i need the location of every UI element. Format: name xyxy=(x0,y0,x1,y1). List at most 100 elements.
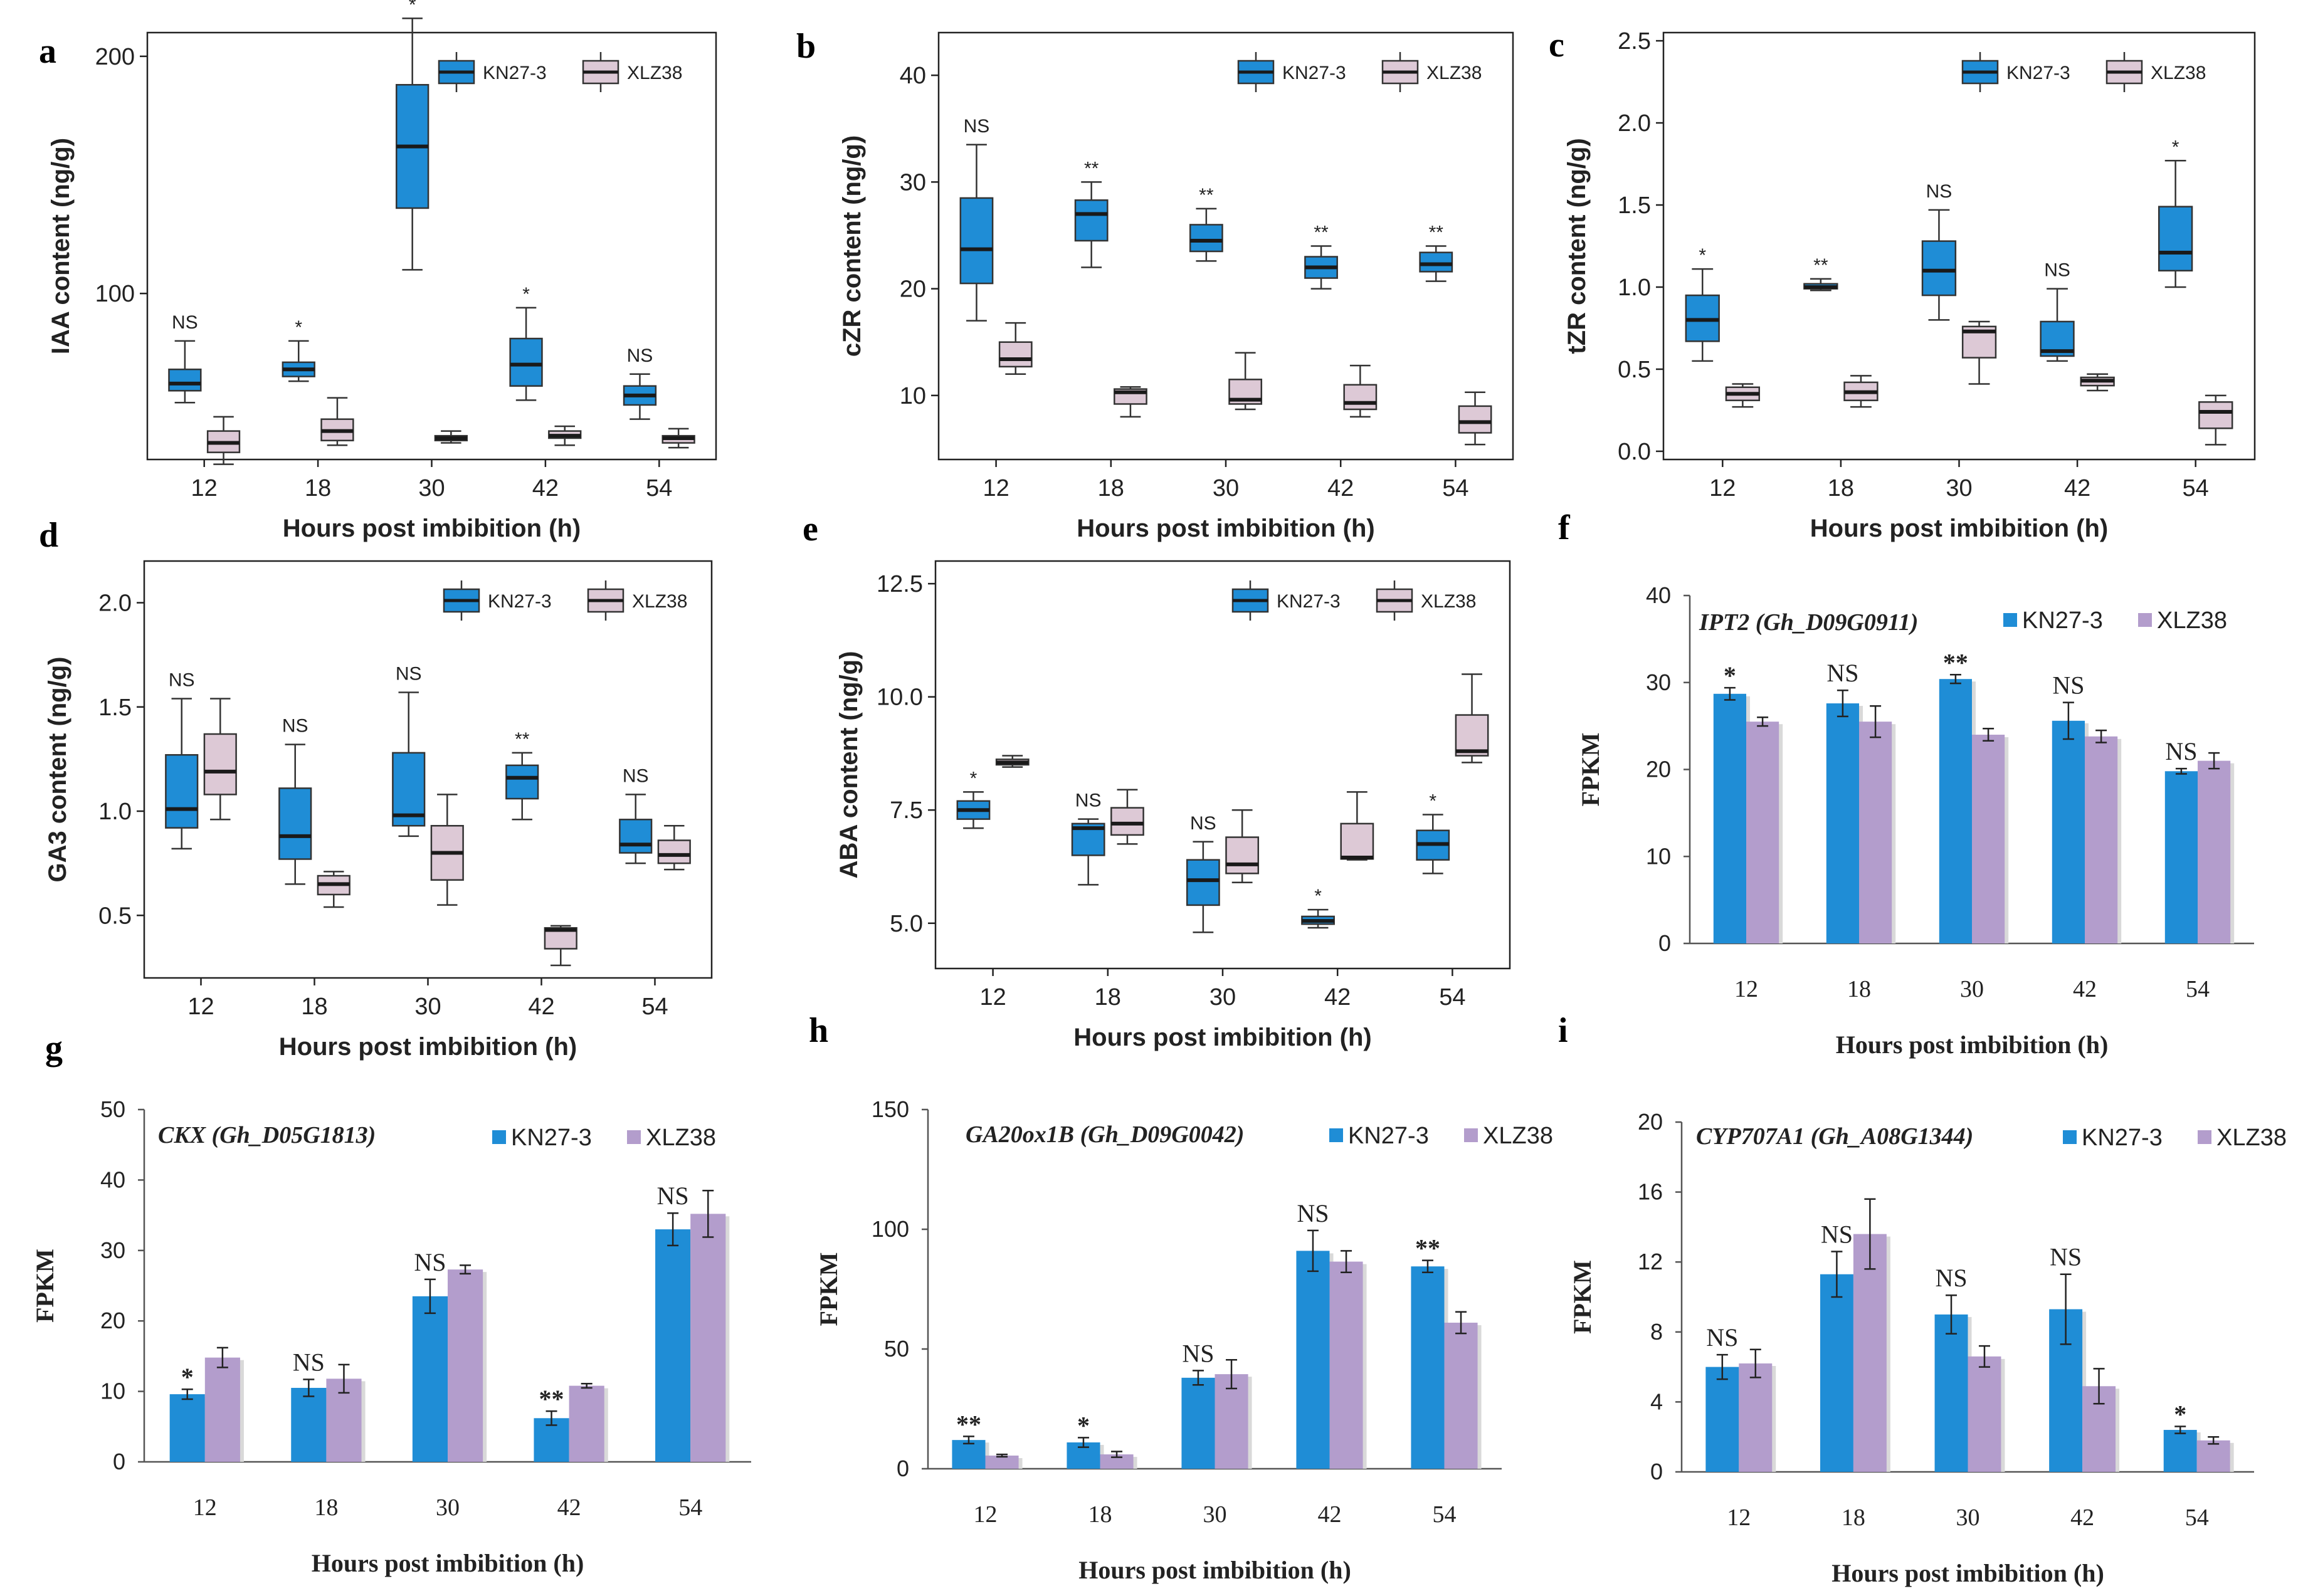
y-axis-title-b: cZR content (ng/g) xyxy=(838,135,866,357)
significance-label-d-54: NS xyxy=(623,765,649,786)
bar-body xyxy=(1444,1322,1478,1469)
legend-label-xlz38: XLZ38 xyxy=(627,63,682,83)
bar-body xyxy=(412,1296,448,1462)
x-tick-label-e-1: 18 xyxy=(1095,984,1121,1011)
box-b-kn27-3-42 xyxy=(1304,245,1338,290)
y-tick-label-h-1: 50 xyxy=(884,1336,909,1362)
significance-label-b-54: ** xyxy=(1429,223,1444,243)
bar-body xyxy=(1820,1274,1853,1472)
bar-i-kn27-3-12 xyxy=(1705,1353,1743,1472)
y-tick-label-e-1: 7.5 xyxy=(890,797,923,824)
significance-label-f-12: * xyxy=(1724,661,1736,690)
bar-h-xlz38-54 xyxy=(1444,1311,1482,1469)
legend-label-xlz38: XLZ38 xyxy=(2157,607,2227,634)
bar-body xyxy=(1939,679,1972,943)
bar-i-xlz38-54 xyxy=(2196,1436,2234,1472)
bar-body xyxy=(1968,1356,2001,1472)
legend-d: KN27-3 XLZ38 xyxy=(443,580,687,621)
significance-label-i-30: NS xyxy=(1935,1264,1967,1292)
x-axis-title-g: Hours post imbibition (h) xyxy=(312,1549,584,1577)
bar-i-xlz38-30 xyxy=(1968,1345,2005,1472)
bar-body xyxy=(291,1387,327,1462)
box-b-xlz38-12 xyxy=(998,322,1033,375)
bar-body xyxy=(2163,1430,2197,1472)
x-tick-label-a-1: 18 xyxy=(305,475,331,501)
y-axis-title-c: tZR content (ng/g) xyxy=(1563,138,1591,354)
bar-f-xlz38-18 xyxy=(1859,705,1896,943)
x-axis-title-b: Hours post imbibition (h) xyxy=(1077,515,1375,542)
bar-body xyxy=(1739,1363,1773,1472)
x-axis-title-h: Hours post imbibition (h) xyxy=(1078,1556,1351,1584)
legend-swatch-kn27-3 xyxy=(492,1130,506,1144)
y-tick-label-c-1: 0.5 xyxy=(1618,357,1651,383)
x-tick-label-a-4: 54 xyxy=(646,475,672,501)
x-tick-label-b-0: 12 xyxy=(983,475,1009,501)
box-e-xlz38-42 xyxy=(1340,791,1374,861)
legend-i: KN27-3 XLZ38 xyxy=(2063,1125,2287,1151)
box-b-xlz38-42 xyxy=(1343,364,1378,418)
box-body xyxy=(203,733,237,795)
significance-label-e-18: NS xyxy=(1075,790,1102,811)
y-tick-label-g-1: 10 xyxy=(100,1378,125,1404)
significance-label-h-42: NS xyxy=(1297,1199,1329,1227)
bar-i-kn27-3-30 xyxy=(1934,1294,1972,1472)
box-body xyxy=(1458,405,1492,434)
y-tick-label-h-0: 0 xyxy=(897,1456,909,1481)
bar-body xyxy=(1296,1251,1330,1469)
box-body xyxy=(165,753,199,829)
box-c-kn27-3-30 xyxy=(1921,209,1957,321)
significance-label-b-18: ** xyxy=(1084,158,1099,179)
legend-swatch-kn27-3 xyxy=(1329,1128,1343,1142)
box-body xyxy=(1343,384,1378,411)
bar-g-xlz38-12 xyxy=(204,1347,244,1462)
chart-g-ckx-bar: 0 10 20 30 40 50 12 18 30 42 54 * NS NS ** NS Hours post… xyxy=(31,1096,751,1577)
panel-letter-c: c xyxy=(1549,26,1564,65)
x-tick-label-f-3: 42 xyxy=(2073,976,2097,1002)
box-body xyxy=(657,839,691,864)
y-tick-label-e-2: 10.0 xyxy=(877,685,923,711)
legend-swatch-xlz38 xyxy=(2138,613,2152,627)
box-e-xlz38-30 xyxy=(1225,809,1260,884)
bar-h-xlz38-18 xyxy=(1100,1451,1137,1469)
chart-i-cyp707a1-bar: 0 4 8 12 16 20 12 18 30 42 54 NS NS NS NS * Hours post i… xyxy=(1568,1109,2287,1587)
bar-h-kn27-3-42 xyxy=(1296,1229,1334,1469)
x-tick-label-g-1: 18 xyxy=(314,1494,338,1521)
legend-c: KN27-3 XLZ38 xyxy=(1961,52,2206,92)
box-e-kn27-3-54 xyxy=(1416,814,1450,874)
y-tick-label-g-0: 0 xyxy=(113,1449,125,1474)
bar-body xyxy=(448,1269,483,1462)
box-b-kn27-3-18 xyxy=(1074,181,1109,268)
y-tick-label-i-1: 4 xyxy=(1650,1389,1663,1414)
significance-label-d-18: NS xyxy=(282,716,308,737)
box-d-xlz38-54 xyxy=(657,825,691,871)
box-body xyxy=(505,764,539,800)
box-body xyxy=(2158,206,2193,272)
significance-label-g-42: ** xyxy=(539,1385,564,1413)
legend-label-kn27-3: KN27-3 xyxy=(2006,63,2070,83)
bar-g-kn27-3-12 xyxy=(169,1388,209,1462)
x-tick-label-e-2: 30 xyxy=(1209,984,1236,1011)
significance-label-e-54: * xyxy=(1429,790,1436,811)
panel-letter-a: a xyxy=(39,32,56,71)
bar-body xyxy=(1859,722,1892,943)
bar-i-xlz38-18 xyxy=(1853,1198,1890,1472)
x-tick-label-c-2: 30 xyxy=(1946,475,1972,501)
y-tick-label-g-2: 20 xyxy=(100,1308,125,1333)
x-tick-label-b-4: 54 xyxy=(1442,475,1468,501)
y-axis-title-h: FPKM xyxy=(814,1252,843,1326)
box-c-kn27-3-18 xyxy=(1803,278,1838,291)
bar-f-kn27-3-18 xyxy=(1826,689,1863,943)
significance-label-c-54: * xyxy=(2172,137,2179,157)
y-tick-label-f-4: 40 xyxy=(1646,582,1671,608)
bar-body xyxy=(1746,722,1779,943)
x-tick-label-c-4: 54 xyxy=(2183,475,2209,501)
y-tick-label-f-0: 0 xyxy=(1658,930,1671,956)
y-tick-label-b-3: 40 xyxy=(900,63,926,89)
significance-label-g-54: NS xyxy=(657,1182,689,1210)
significance-label-a-54: NS xyxy=(627,345,653,366)
box-a-xlz38-12 xyxy=(206,416,241,465)
y-tick-label-i-0: 0 xyxy=(1650,1459,1663,1484)
x-tick-label-h-4: 54 xyxy=(1433,1501,1457,1528)
box-d-xlz38-12 xyxy=(203,698,237,821)
